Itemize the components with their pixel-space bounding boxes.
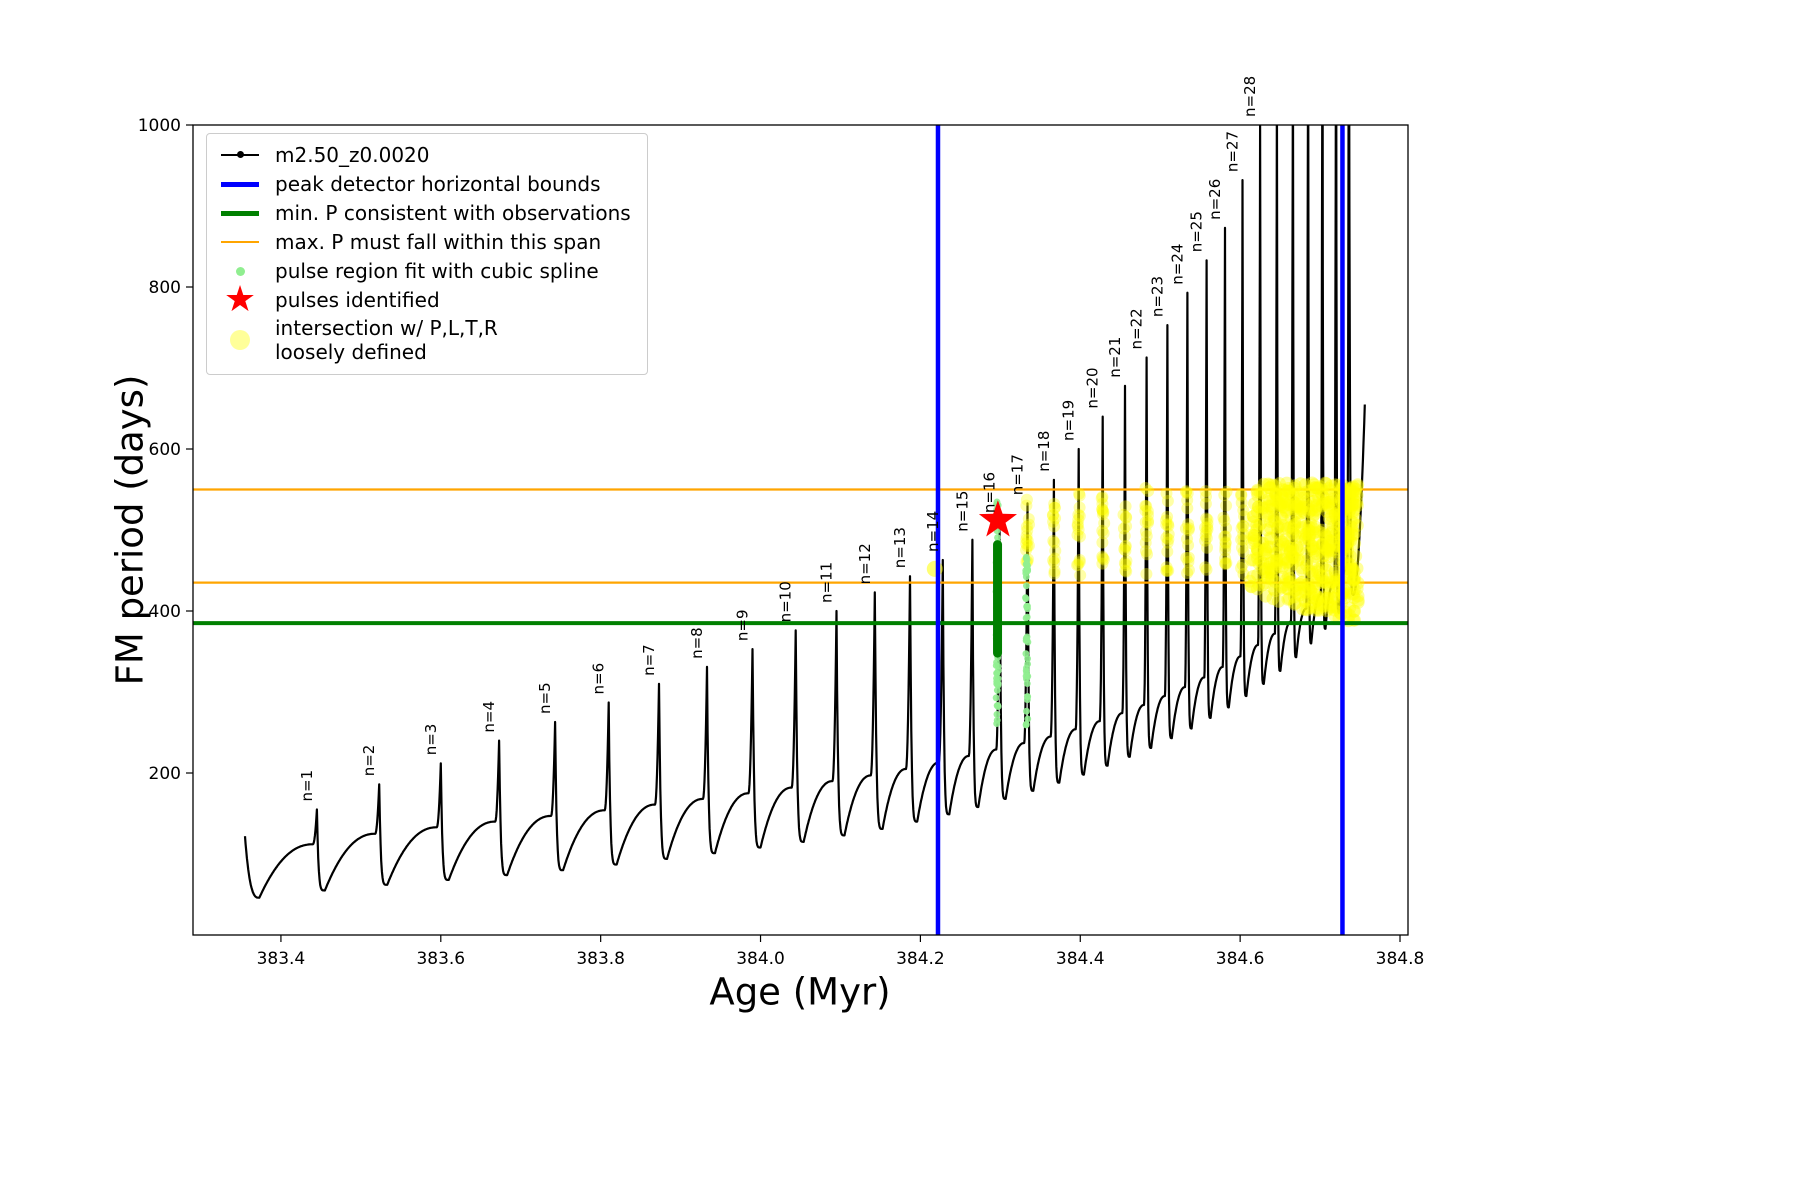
pulse-number-label: n=5: [536, 682, 554, 714]
pulse-number-label: n=17: [1009, 454, 1027, 495]
pulse-number-label: n=23: [1148, 276, 1166, 317]
legend-entry: min. P consistent with observations: [217, 200, 631, 226]
pulse-number-label: n=12: [856, 543, 874, 584]
pulse-number-label: n=11: [818, 562, 836, 603]
legend-symbol-line-icon: [217, 240, 263, 244]
x-tick-label: 383.4: [257, 949, 306, 969]
pulse-number-label: n=6: [590, 663, 608, 695]
x-tick-label: 384.2: [896, 949, 945, 969]
legend-label: max. P must fall within this span: [275, 230, 602, 254]
y-axis-label: FM period (days): [108, 374, 152, 686]
x-tick-label: 384.6: [1216, 949, 1265, 969]
legend-label: m2.50_z0.0020: [275, 143, 430, 167]
x-tick-label: 384.8: [1376, 949, 1425, 969]
x-tick-label: 384.4: [1056, 949, 1105, 969]
axes-frame: [192, 124, 1409, 936]
pulse-number-label: n=2: [360, 745, 378, 777]
pulse-number-label: n=24: [1168, 244, 1186, 285]
legend-symbol-thick-line-icon: [217, 181, 263, 187]
legend-label: intersection w/ P,L,T,R loosely defined: [275, 316, 498, 364]
y-tick-label: 600: [149, 440, 181, 460]
pulse-number-label: n=13: [891, 527, 909, 568]
legend-label: peak detector horizontal bounds: [275, 172, 601, 196]
pulse-number-label: n=4: [480, 701, 498, 733]
x-axis-label: Age (Myr): [709, 970, 891, 1014]
y-tick-label: 400: [149, 602, 181, 622]
pulse-number-label: n=25: [1188, 211, 1206, 252]
pulse-number-label: n=7: [640, 644, 658, 676]
legend-label: pulses identified: [275, 288, 440, 312]
pulse-number-label: n=26: [1206, 179, 1224, 220]
pulse-number-label: n=16: [981, 472, 999, 513]
legend-label: min. P consistent with observations: [275, 201, 631, 225]
pulse-number-label: n=19: [1060, 400, 1078, 441]
pulse-number-label: n=3: [422, 724, 440, 756]
pulse-number-label: n=27: [1224, 131, 1242, 172]
pulse-number-label: n=1: [298, 770, 316, 802]
pulse-number-label: n=9: [734, 609, 752, 641]
pulse-number-label: n=15: [953, 491, 971, 532]
legend-symbol-dot-icon: [217, 266, 263, 276]
legend-entry: m2.50_z0.0020: [217, 142, 631, 168]
y-tick-label: 200: [149, 764, 181, 784]
legend-label: pulse region fit with cubic spline: [275, 259, 599, 283]
y-tick-label: 1000: [138, 116, 181, 136]
pulse-number-label: n=28: [1241, 76, 1259, 117]
pulse-number-label: n=20: [1084, 367, 1102, 408]
legend-entry: intersection w/ P,L,T,R loosely defined: [217, 316, 631, 364]
legend-entry: pulse region fit with cubic spline: [217, 258, 631, 284]
x-tick-label: 384.0: [736, 949, 785, 969]
legend-entry: ★ pulses identified: [217, 279, 631, 320]
pulse-number-label: n=8: [688, 627, 706, 659]
pulse-identified-star: [978, 500, 1017, 537]
legend-entry: peak detector horizontal bounds: [217, 171, 631, 197]
legend-symbol-big-dot-icon: [217, 330, 263, 350]
y-tick-label: 800: [149, 278, 181, 298]
pulse-number-label: n=10: [777, 581, 795, 622]
data-series-line: [243, 125, 1366, 899]
legend-symbol-star-icon: ★: [223, 279, 257, 320]
x-tick-label: 383.8: [576, 949, 625, 969]
pulse-number-label: n=18: [1035, 431, 1053, 472]
pulse-number-label: n=21: [1106, 337, 1124, 378]
pulse-number-label: n=22: [1128, 308, 1146, 349]
legend-symbol-thick-line-icon: [217, 210, 263, 216]
legend-symbol-line-dot-icon: [217, 151, 263, 158]
pulse-number-label: n=14: [924, 511, 942, 552]
x-tick-label: 383.6: [416, 949, 465, 969]
legend-entry: max. P must fall within this span: [217, 229, 631, 255]
intersection-point: [926, 560, 943, 577]
